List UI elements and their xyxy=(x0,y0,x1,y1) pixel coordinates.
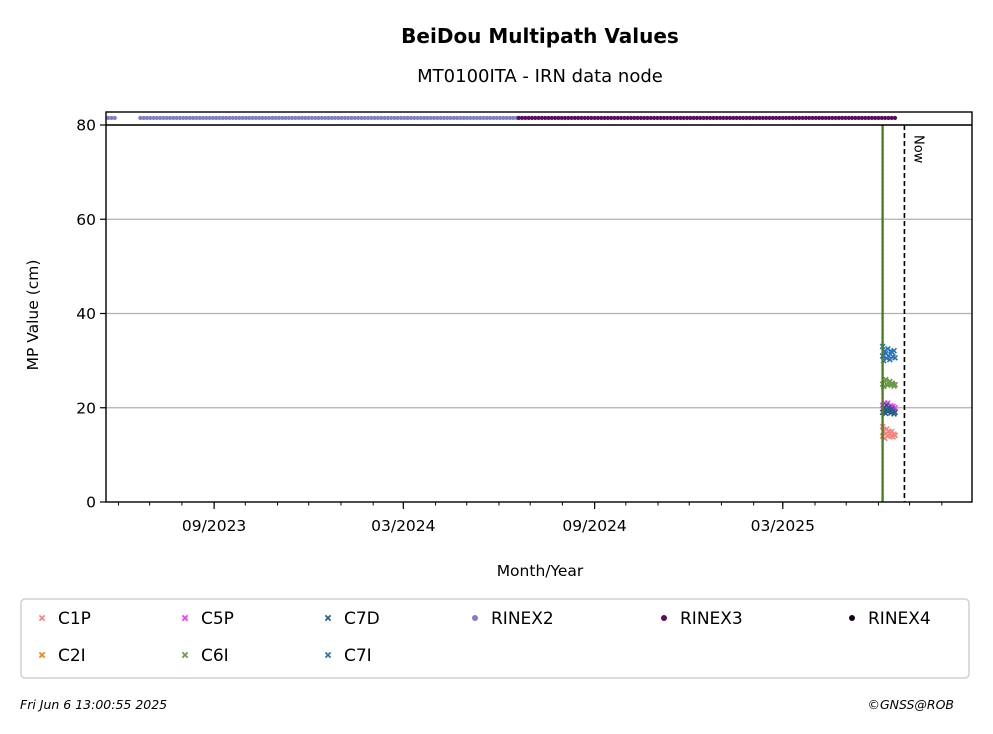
y-tick-label: 0 xyxy=(86,494,96,512)
legend-marker-rinex4 xyxy=(849,615,855,621)
point-c7i xyxy=(892,354,899,361)
legend-label-rinex4: RINEX4 xyxy=(868,609,931,629)
point-c1p xyxy=(892,432,899,439)
legend-label-c5p: C5P xyxy=(201,609,234,629)
point-c7d xyxy=(892,409,899,416)
now-label: Now xyxy=(910,135,925,164)
legend-label-c6i: C6I xyxy=(201,646,229,666)
legend-label-c1p: C1P xyxy=(58,609,91,629)
legend-marker-rinex2 xyxy=(472,615,478,621)
y-tick-label: 20 xyxy=(76,399,96,417)
legend-label-c7d: C7D xyxy=(344,609,380,629)
legend-label-c7i: C7I xyxy=(344,646,372,666)
x-axis-ticks: 09/2023 03/2024 09/2024 03/2025 xyxy=(117,502,943,535)
legend-label-rinex2: RINEX2 xyxy=(491,609,554,629)
y-tick-label: 80 xyxy=(76,117,96,135)
x-tick-label: 03/2025 xyxy=(751,517,815,535)
gridlines xyxy=(106,124,972,409)
plot-frame xyxy=(105,111,973,503)
y-tick-label: 60 xyxy=(76,211,96,229)
legend-marker-c2i xyxy=(38,651,46,659)
legend-marker-c7d xyxy=(324,614,332,622)
x-axis-label: Month/Year xyxy=(497,562,584,580)
axes xyxy=(105,111,973,503)
y-axis-ticks: 0 20 40 60 80 xyxy=(76,117,106,512)
legend-marker-rinex3 xyxy=(661,615,667,621)
legend-marker-c7i xyxy=(324,651,332,659)
vertical-markers: Now xyxy=(881,125,925,502)
legend-label-rinex3: RINEX3 xyxy=(680,609,743,629)
legend-marker-c5p xyxy=(181,614,189,622)
legend-marker-c6i xyxy=(181,651,189,659)
legend: C1P C2I C5P C6I C7D C7I RINEX2 RINEX3 RINEX4 xyxy=(20,598,970,679)
x-tick-label: 09/2023 xyxy=(182,517,246,535)
chart-title: BeiDou Multipath Values xyxy=(401,24,679,48)
footer-timestamp: Fri Jun 6 13:00:55 2025 xyxy=(20,697,167,712)
legend-marker-c1p xyxy=(38,614,46,622)
legend-label-c2i: C2I xyxy=(58,646,86,666)
point-c6i xyxy=(892,381,899,388)
x-tick-label: 09/2024 xyxy=(562,517,626,535)
footer-copyright: ©GNSS@ROB xyxy=(867,697,954,712)
chart-subtitle: MT0100ITA - IRN data node xyxy=(417,66,663,87)
y-axis-label: MP Value (cm) xyxy=(24,260,42,371)
y-tick-label: 40 xyxy=(76,305,96,323)
x-tick-label: 03/2024 xyxy=(371,517,435,535)
point-c7i xyxy=(891,347,897,354)
legend-frame xyxy=(20,598,970,679)
